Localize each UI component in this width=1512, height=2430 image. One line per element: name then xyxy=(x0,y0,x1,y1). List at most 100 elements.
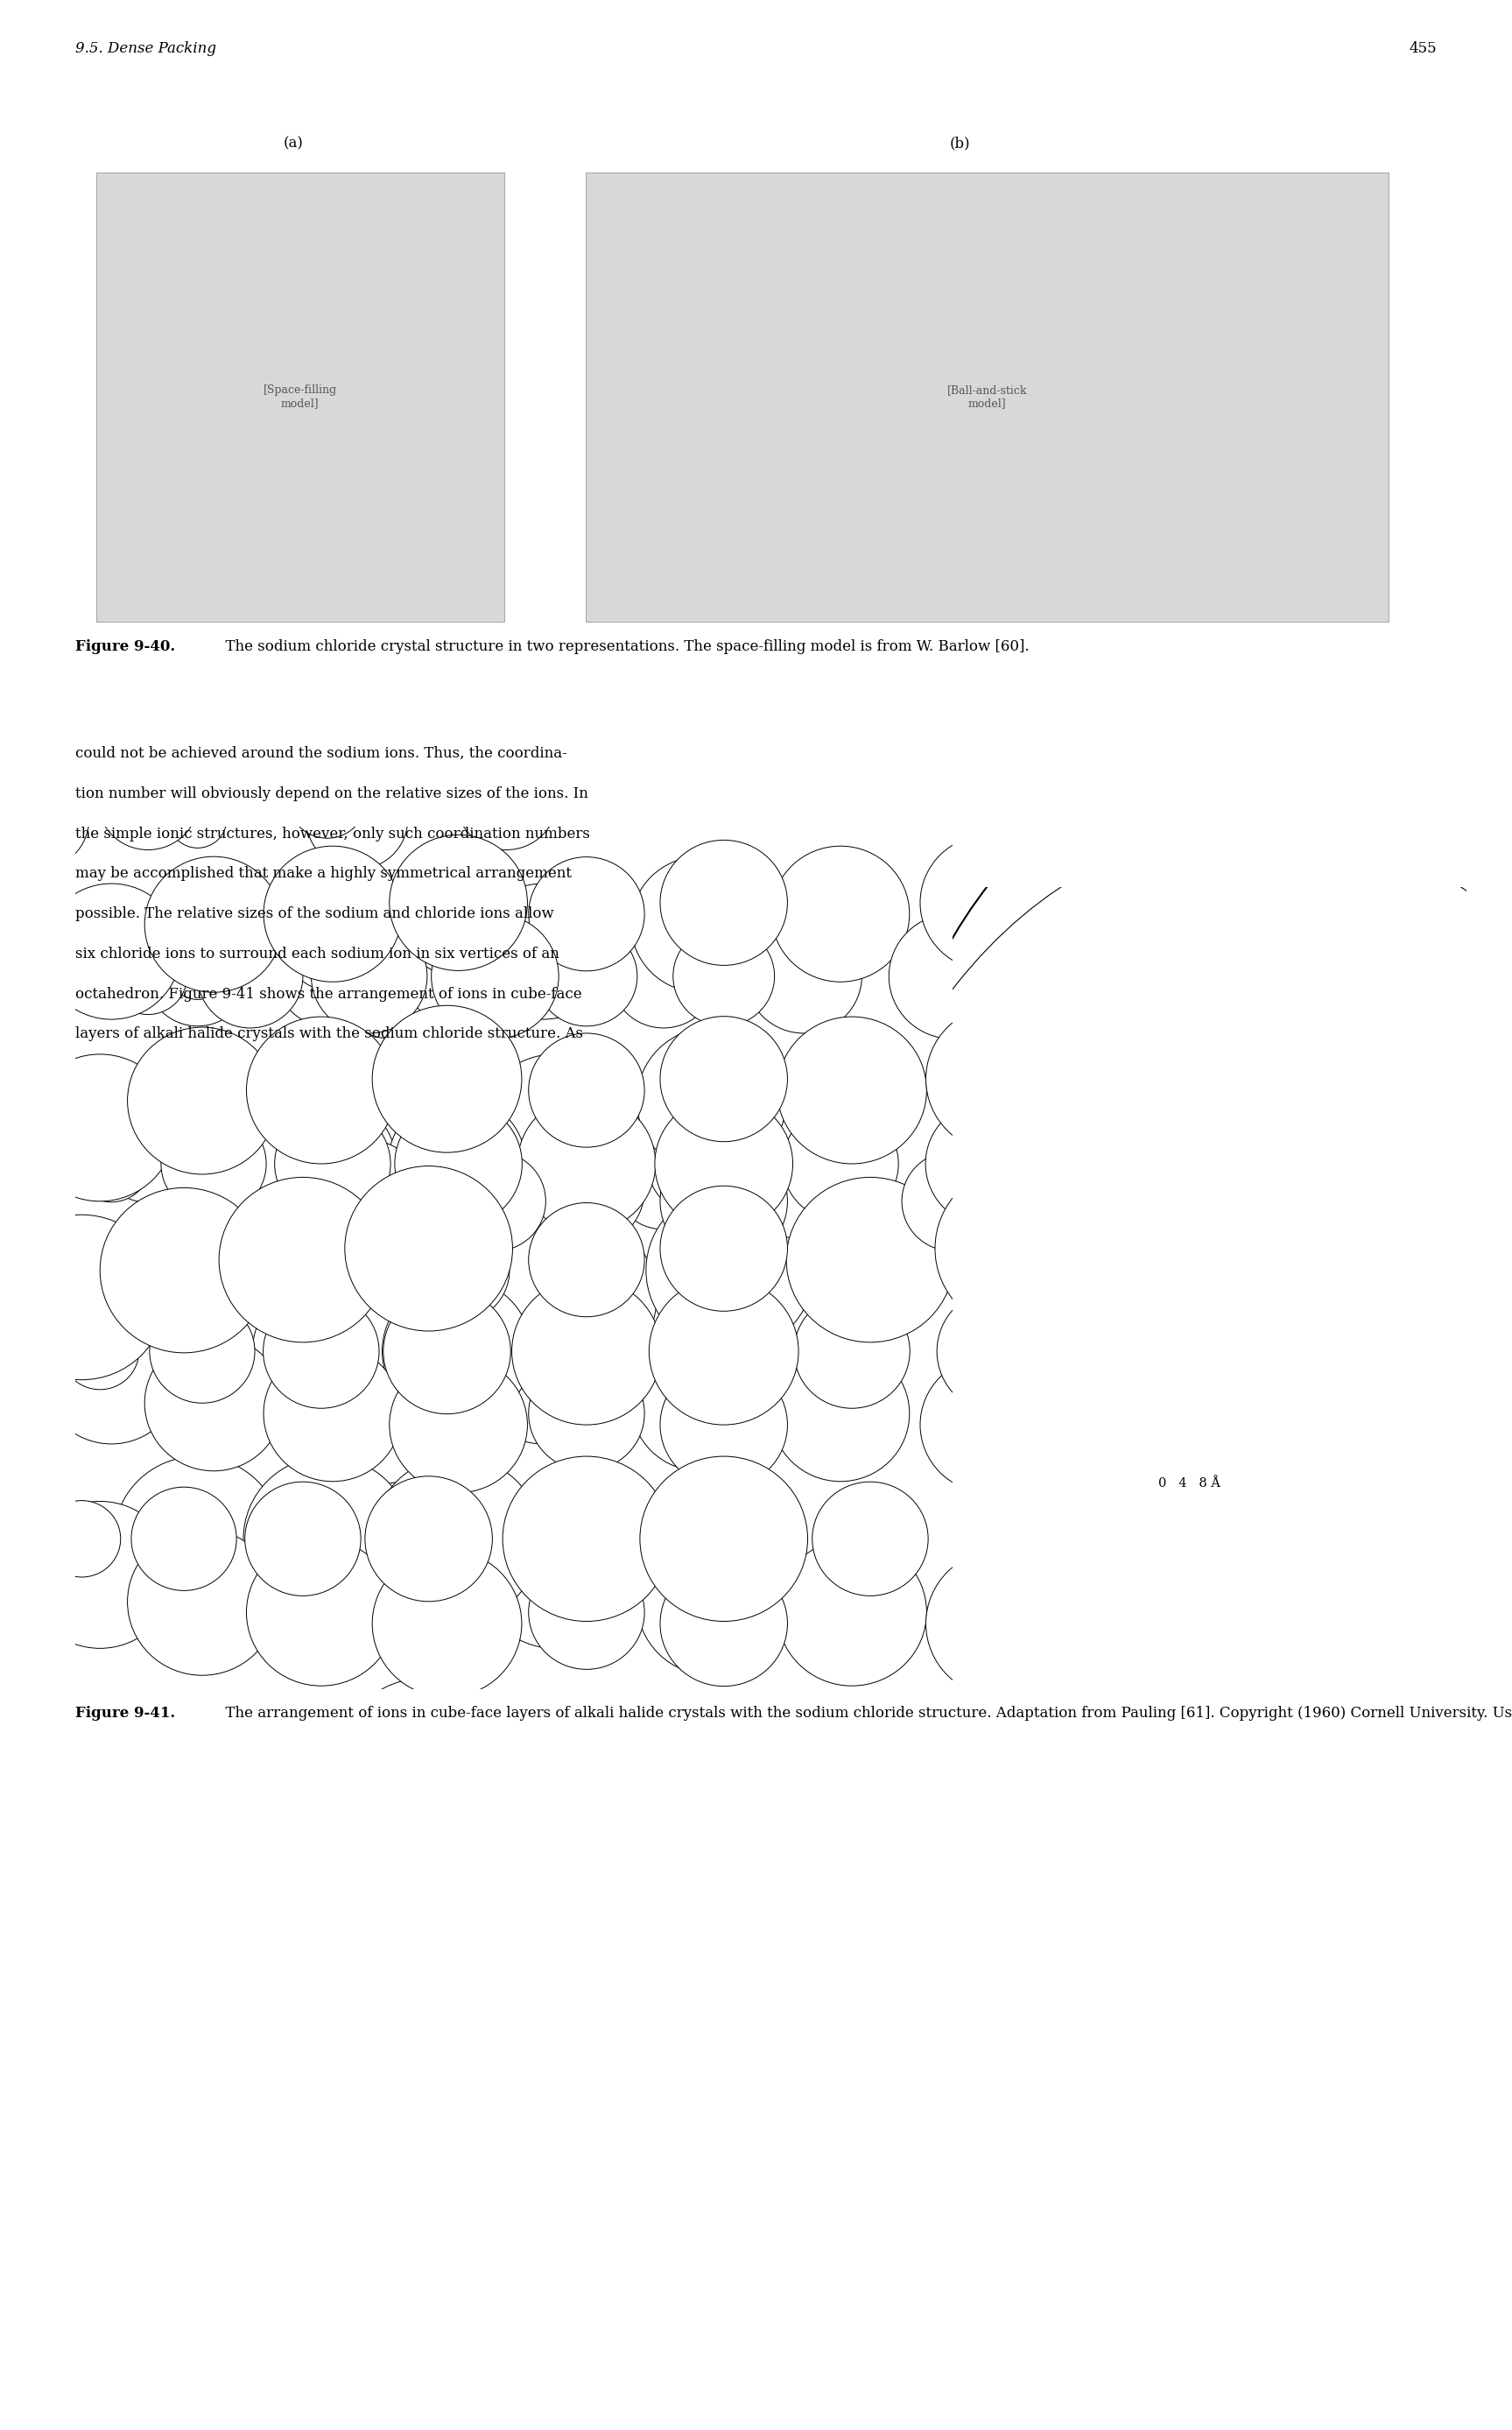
Circle shape xyxy=(812,1482,928,1597)
Circle shape xyxy=(113,1456,281,1621)
Text: tion number will obviously depend on the relative sizes of the ions. In: tion number will obviously depend on the… xyxy=(76,787,588,802)
Text: Rb$^+$: Rb$^+$ xyxy=(572,870,602,887)
Circle shape xyxy=(934,1747,1102,1912)
Circle shape xyxy=(925,1101,1052,1227)
Circle shape xyxy=(907,642,1512,1533)
Circle shape xyxy=(219,1735,387,1900)
Circle shape xyxy=(646,1188,813,1354)
Circle shape xyxy=(376,1322,434,1380)
Circle shape xyxy=(364,1475,493,1601)
Circle shape xyxy=(445,702,546,802)
Circle shape xyxy=(735,838,1273,1519)
Circle shape xyxy=(0,1288,71,1424)
Circle shape xyxy=(169,1118,227,1176)
Circle shape xyxy=(345,1166,513,1332)
Circle shape xyxy=(431,914,559,1040)
Circle shape xyxy=(289,914,366,989)
Circle shape xyxy=(132,1487,236,1592)
Circle shape xyxy=(488,1699,656,1864)
Circle shape xyxy=(389,1096,526,1232)
Circle shape xyxy=(0,1679,56,1844)
Circle shape xyxy=(145,858,283,991)
Circle shape xyxy=(631,858,770,991)
Circle shape xyxy=(467,938,546,1013)
Circle shape xyxy=(404,722,510,824)
Circle shape xyxy=(263,1346,402,1482)
Circle shape xyxy=(160,1113,266,1215)
Circle shape xyxy=(169,790,227,848)
Text: Rb$^+$: Rb$^+$ xyxy=(1318,1281,1347,1295)
Circle shape xyxy=(404,1754,510,1859)
Circle shape xyxy=(390,836,528,970)
Circle shape xyxy=(646,1725,813,1891)
Circle shape xyxy=(307,1084,408,1183)
Circle shape xyxy=(502,1456,670,1621)
Circle shape xyxy=(921,1356,1058,1492)
Circle shape xyxy=(529,1762,644,1876)
Circle shape xyxy=(804,816,1204,1319)
Circle shape xyxy=(771,1346,910,1482)
Circle shape xyxy=(100,1188,268,1354)
Circle shape xyxy=(198,923,302,1028)
Text: [Ball-and-stick
model]: [Ball-and-stick model] xyxy=(948,384,1027,408)
Circle shape xyxy=(786,1735,954,1900)
Circle shape xyxy=(0,1699,166,1864)
Text: Li$^+$: Li$^+$ xyxy=(1027,957,1049,972)
Circle shape xyxy=(661,841,788,965)
Circle shape xyxy=(612,724,714,824)
Circle shape xyxy=(631,1334,770,1470)
Circle shape xyxy=(673,926,774,1025)
Text: (a): (a) xyxy=(283,136,304,151)
Text: Br$^-$: Br$^-$ xyxy=(92,1344,119,1358)
Circle shape xyxy=(529,1033,644,1147)
Text: Figure 9-41.: Figure 9-41. xyxy=(76,1706,175,1720)
Circle shape xyxy=(200,1130,301,1230)
Circle shape xyxy=(753,712,854,812)
Circle shape xyxy=(753,1140,854,1239)
Circle shape xyxy=(534,1502,612,1577)
Circle shape xyxy=(655,1096,792,1232)
Text: possible. The relative sizes of the sodium and chloride ions allow: possible. The relative sizes of the sodi… xyxy=(76,906,555,921)
Circle shape xyxy=(956,1475,1083,1601)
Circle shape xyxy=(934,1166,1102,1332)
Circle shape xyxy=(529,1132,644,1247)
Circle shape xyxy=(529,705,644,819)
Circle shape xyxy=(97,751,198,850)
Text: 455: 455 xyxy=(1409,41,1436,56)
Circle shape xyxy=(325,904,463,1040)
Circle shape xyxy=(0,904,71,1040)
Circle shape xyxy=(395,1101,522,1227)
Circle shape xyxy=(319,712,420,812)
Text: may be accomplished that make a highly symmetrical arrangement: may be accomplished that make a highly s… xyxy=(76,868,572,882)
Circle shape xyxy=(169,1106,227,1162)
Circle shape xyxy=(529,1203,644,1317)
Circle shape xyxy=(661,1140,788,1264)
Circle shape xyxy=(455,1103,556,1203)
Circle shape xyxy=(901,1152,1004,1251)
Circle shape xyxy=(404,1550,510,1652)
Circle shape xyxy=(517,1096,656,1232)
Text: could not be achieved around the sodium ions. Thus, the coordina-: could not be achieved around the sodium … xyxy=(76,746,567,761)
Circle shape xyxy=(777,1016,927,1164)
Circle shape xyxy=(659,1300,764,1402)
Text: K$^+$: K$^+$ xyxy=(1291,1171,1311,1186)
Text: Figure 9-40.: Figure 9-40. xyxy=(76,639,175,654)
Circle shape xyxy=(26,1055,175,1200)
Circle shape xyxy=(878,741,1512,1706)
Bar xyxy=(587,173,1390,622)
Circle shape xyxy=(407,926,508,1025)
Circle shape xyxy=(637,1028,786,1174)
Circle shape xyxy=(289,761,366,838)
Circle shape xyxy=(395,1511,452,1567)
Circle shape xyxy=(245,1482,361,1597)
Circle shape xyxy=(475,885,612,1018)
Circle shape xyxy=(246,1016,396,1164)
Text: The arrangement of ions in cube-face layers of alkali halide crystals with the s: The arrangement of ions in cube-face lay… xyxy=(216,1706,1512,1720)
Circle shape xyxy=(100,1725,268,1891)
Circle shape xyxy=(289,1339,366,1414)
Circle shape xyxy=(372,1550,522,1696)
Circle shape xyxy=(127,1528,277,1674)
Circle shape xyxy=(832,824,1512,1908)
Circle shape xyxy=(311,919,428,1033)
Circle shape xyxy=(404,1128,510,1232)
